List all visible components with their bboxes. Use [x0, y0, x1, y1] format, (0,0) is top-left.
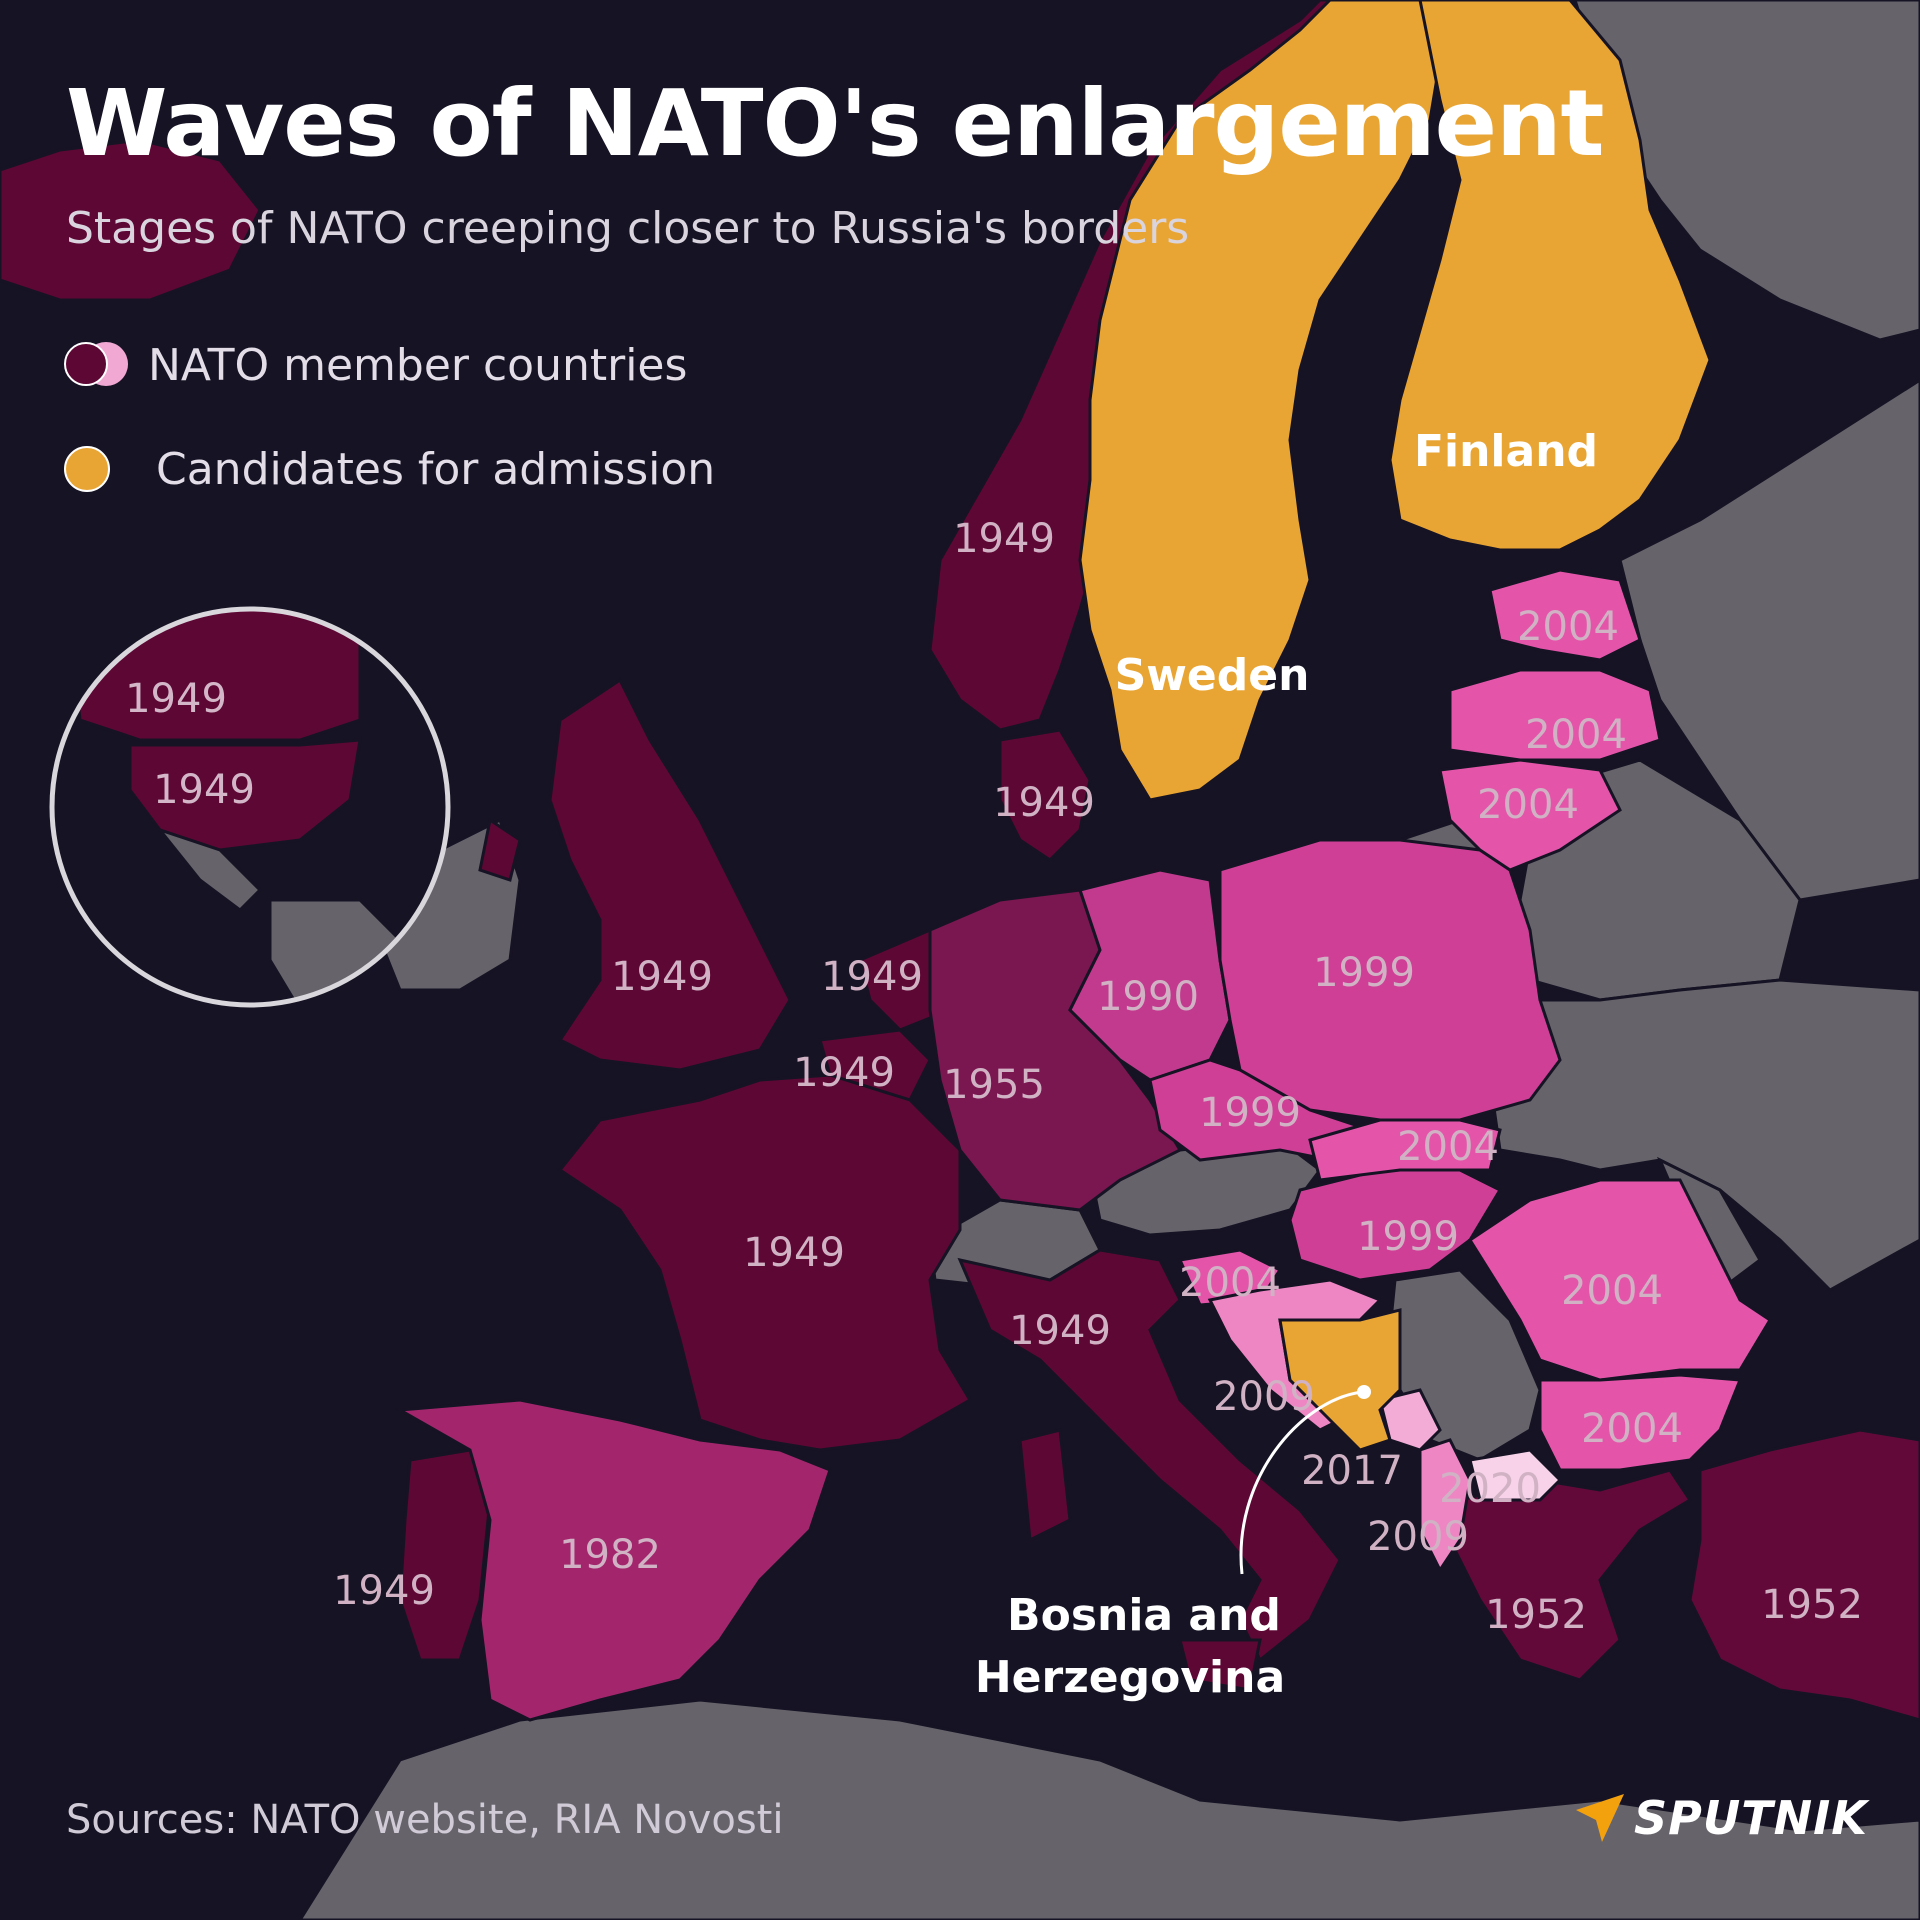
wave-1952: [1448, 1428, 1920, 1722]
label-norway: 1949: [953, 516, 1055, 562]
uk: [548, 677, 792, 1072]
brand-name: SPUTNIK: [1634, 1791, 1868, 1845]
italy: [957, 1248, 1342, 1663]
france: [557, 1073, 973, 1452]
label-latvia: 2004: [1525, 712, 1627, 758]
canada-east: [478, 817, 522, 882]
spain: [395, 1398, 832, 1722]
label-lithuania: 2004: [1477, 782, 1579, 828]
label-croatia: 2009: [1213, 1374, 1315, 1420]
label-greece: 1952: [1485, 1592, 1587, 1638]
bosnia-pointer-dot: [1357, 1385, 1371, 1399]
sweden-shape: [1078, 0, 1442, 802]
non-member-countries: [298, 0, 1920, 1920]
label-bulgaria: 2004: [1581, 1406, 1683, 1452]
label-belgium: 1949: [793, 1050, 895, 1096]
candidate-labels: Finland Sweden Bosnia and Herzegovina: [975, 426, 1598, 1703]
label-hungary: 1999: [1357, 1214, 1459, 1260]
russia-east: [1618, 378, 1920, 902]
usa: [128, 738, 362, 852]
latvia: [1448, 668, 1662, 762]
iceland: [0, 138, 262, 302]
albania: [1418, 1438, 1472, 1573]
sardinia: [1018, 1428, 1072, 1543]
legend-item-members: NATO member countries: [64, 339, 688, 391]
label-slovenia: 2004: [1179, 1260, 1281, 1306]
label-italy: 1949: [1009, 1308, 1111, 1354]
label-portugal: 1949: [333, 1568, 435, 1614]
label-north-macedonia: 2020: [1439, 1466, 1541, 1512]
denmark: [998, 728, 1092, 862]
sputnik-logo-icon: [1576, 1794, 1624, 1842]
turkey: [1688, 1428, 1920, 1722]
slovakia: [1308, 1118, 1502, 1182]
wave-1999: [1148, 838, 1562, 1282]
label-netherlands: 1949: [821, 954, 923, 1000]
ukraine: [1488, 978, 1920, 1292]
label-france: 1949: [743, 1230, 845, 1276]
estonia: [1488, 568, 1642, 662]
year-labels: 1949 1949 1949 1949 1949 1955 1990 1999 …: [333, 516, 1863, 1638]
north-africa: [298, 1698, 1920, 1920]
page-subtitle: Stages of NATO creeping closer to Russia…: [66, 203, 1190, 254]
candidate-countries: [1078, 0, 1712, 1452]
bulgaria: [1538, 1373, 1743, 1472]
label-poland: 1999: [1313, 950, 1415, 996]
sicily: [1178, 1638, 1262, 1692]
label-montenegro: 2017: [1301, 1448, 1403, 1494]
sputnik-logo: SPUTNIK: [1572, 1790, 1868, 1846]
legend-candidates-label: Candidates for admission: [156, 443, 716, 495]
legend-item-candidates: Candidates for admission: [64, 443, 716, 495]
label-spain: 1982: [559, 1532, 661, 1578]
poland: [1218, 838, 1562, 1122]
inset-circle-border: [49, 606, 451, 1008]
mexico: [155, 826, 263, 912]
label-czechia: 1999: [1199, 1090, 1301, 1136]
romania: [1467, 1178, 1773, 1382]
inset-label-usa: 1949: [153, 767, 255, 813]
page-title: Waves of NATO's enlargement: [66, 70, 1605, 177]
candidates-swatch-icon: [64, 446, 110, 492]
label-denmark: 1949: [993, 780, 1095, 826]
label-turkey: 1952: [1761, 1582, 1863, 1628]
label-albania: 2009: [1367, 1514, 1469, 1560]
bosnia-pointer-line: [1239, 1390, 1363, 1575]
label-east-germany: 1990: [1097, 974, 1199, 1020]
north-america-inset: 1949 1949: [49, 606, 451, 1008]
finland-shape: [1388, 0, 1712, 552]
source-note: Sources: NATO website, RIA Novosti: [66, 1797, 784, 1843]
label-slovakia: 2004: [1397, 1124, 1499, 1170]
label-estonia: 2004: [1517, 604, 1619, 650]
label-bosnia-line2: Herzegovina: [975, 1652, 1285, 1703]
lithuania: [1438, 758, 1622, 872]
label-sweden: Sweden: [1115, 650, 1310, 701]
label-finland: Finland: [1414, 426, 1598, 477]
greece: [1448, 1468, 1693, 1682]
members-swatch-icon: [64, 342, 130, 388]
wave-2004: [1177, 568, 1773, 1472]
label-west-germany: 1955: [943, 1062, 1045, 1108]
inset-label-canada: 1949: [125, 676, 227, 722]
bosnia-shape: [1278, 1308, 1402, 1452]
north-macedonia: [1468, 1448, 1563, 1502]
label-bosnia-line1: Bosnia and: [1007, 1590, 1281, 1641]
label-romania: 2004: [1561, 1268, 1663, 1314]
legend-members-label: NATO member countries: [148, 339, 688, 391]
label-uk: 1949: [611, 954, 713, 1000]
